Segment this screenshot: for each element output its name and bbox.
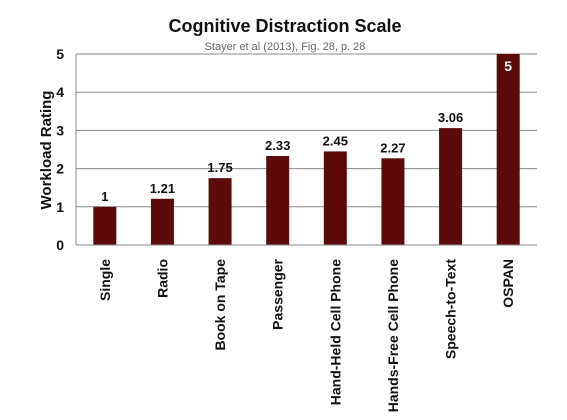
- bar: [381, 158, 405, 245]
- chart-subtitle: Stayer et al (2013), Fig. 28, p. 28: [205, 41, 366, 53]
- x-tick-label: OSPAN: [500, 259, 516, 308]
- bar: [208, 178, 232, 245]
- y-tick-label: 5: [56, 46, 64, 62]
- x-tick-label: Book on Tape: [212, 259, 228, 351]
- data-label: 1.75: [207, 160, 232, 175]
- data-label: 2.27: [380, 140, 405, 155]
- bar: [150, 198, 174, 245]
- bar: [93, 206, 117, 245]
- y-tick-label: 4: [56, 84, 64, 100]
- data-labels: 1 1.21 1.75 2.33 2.45 2.27 3.06 5: [101, 58, 512, 204]
- y-tick-label: 0: [56, 237, 64, 253]
- axes: [75, 54, 537, 246]
- data-label: 1: [101, 189, 108, 204]
- data-label: 2.33: [265, 138, 290, 153]
- data-label: 1.21: [150, 181, 175, 196]
- y-tick-label: 1: [56, 199, 64, 215]
- bar: [323, 151, 347, 245]
- bar: [266, 155, 290, 245]
- x-tick-label: Speech-to-Text: [443, 259, 459, 359]
- y-axis-title: Workload Rating: [38, 91, 55, 210]
- x-tick-label: Hands-Free Cell Phone: [385, 259, 401, 412]
- data-label: 2.45: [323, 133, 348, 148]
- data-label: 5: [504, 58, 512, 74]
- gridlines: [76, 53, 537, 208]
- y-tick-label: 3: [56, 122, 64, 138]
- x-tick-label: Radio: [154, 259, 170, 298]
- x-tick-label: Hand-Held Cell Phone: [327, 259, 343, 405]
- x-tick-label: Passenger: [270, 258, 286, 329]
- x-tick-labels: Single Radio Book on Tape Passenger Hand-Hel…: [97, 258, 516, 412]
- chart-title: Cognitive Distraction Scale: [168, 16, 401, 36]
- bars: [93, 54, 520, 245]
- bar: [496, 54, 520, 245]
- data-label: 3.06: [438, 110, 463, 125]
- x-tick-label: Single: [97, 259, 113, 301]
- y-tick-label: 2: [56, 161, 64, 177]
- y-tick-labels: 0 1 2 3 4 5: [56, 46, 64, 253]
- bar: [439, 128, 463, 245]
